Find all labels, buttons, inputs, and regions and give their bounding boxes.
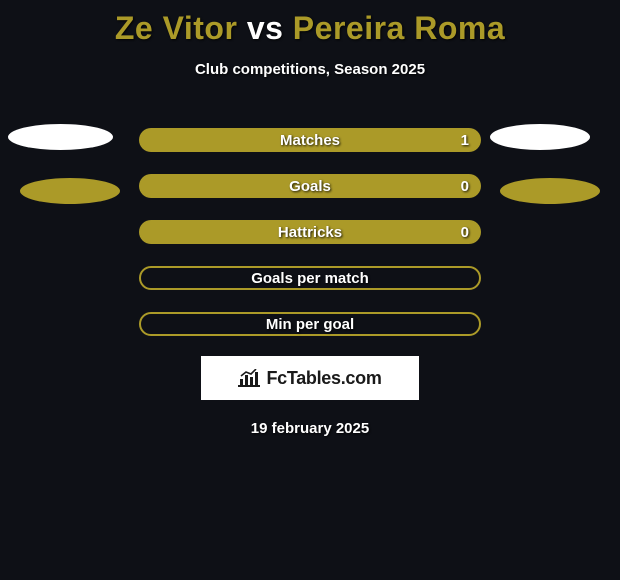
title-vs: vs bbox=[237, 10, 292, 46]
stat-bar: Matches 1 bbox=[139, 128, 481, 152]
stat-label: Hattricks bbox=[278, 224, 342, 241]
stat-bar: Hattricks 0 bbox=[139, 220, 481, 244]
date-text: 19 february 2025 bbox=[0, 420, 620, 437]
stats-chart: Matches 1 Goals 0 Hattricks 0 Goals per match M… bbox=[139, 128, 481, 336]
decorative-ellipse bbox=[20, 178, 120, 204]
stat-bar: Goals 0 bbox=[139, 174, 481, 198]
stat-label: Matches bbox=[280, 132, 340, 149]
stat-label: Goals bbox=[289, 178, 331, 195]
stat-label: Min per goal bbox=[266, 316, 354, 333]
title-player1: Ze Vitor bbox=[115, 10, 238, 46]
stat-label: Goals per match bbox=[251, 270, 369, 287]
stat-value: 0 bbox=[461, 224, 469, 241]
chart-icon bbox=[238, 369, 260, 387]
stat-row: Matches 1 bbox=[139, 128, 481, 152]
decorative-ellipse bbox=[8, 124, 113, 150]
stat-row: Goals 0 bbox=[139, 174, 481, 198]
subtitle: Club competitions, Season 2025 bbox=[0, 61, 620, 78]
stat-bar: Min per goal bbox=[139, 312, 481, 336]
stat-value: 0 bbox=[461, 178, 469, 195]
decorative-ellipse bbox=[500, 178, 600, 204]
stat-row: Goals per match bbox=[139, 266, 481, 290]
logo-box: FcTables.com bbox=[201, 356, 419, 400]
logo-text: FcTables.com bbox=[266, 368, 381, 389]
decorative-ellipse bbox=[490, 124, 590, 150]
stat-row: Min per goal bbox=[139, 312, 481, 336]
page-title: Ze Vitor vs Pereira Roma bbox=[0, 0, 620, 47]
title-player2: Pereira Roma bbox=[293, 10, 505, 46]
stat-value: 1 bbox=[461, 132, 469, 149]
stat-row: Hattricks 0 bbox=[139, 220, 481, 244]
stat-bar: Goals per match bbox=[139, 266, 481, 290]
